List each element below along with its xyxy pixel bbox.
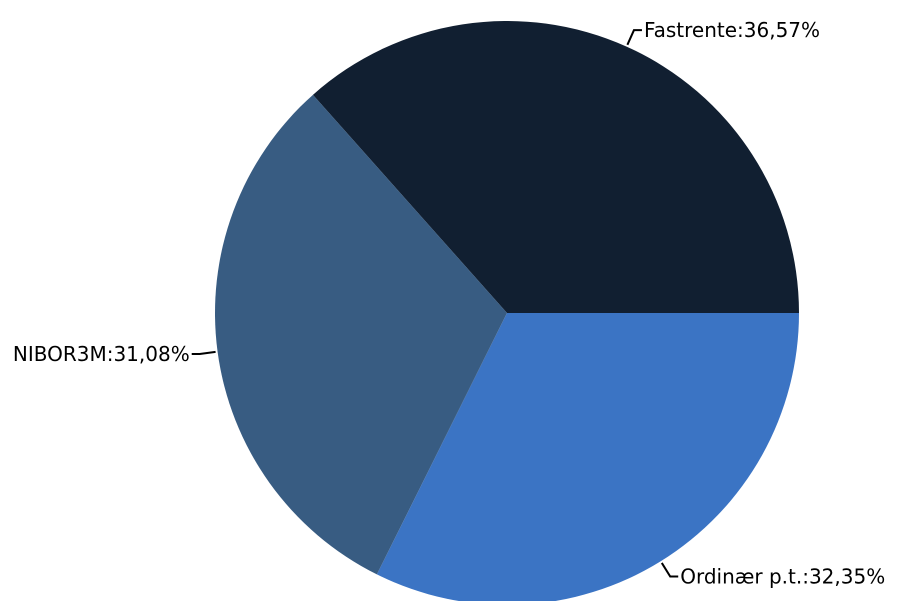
leader-fastrente (626, 29, 642, 46)
slice-label-nibor3m: NIBOR3M:31,08% (13, 342, 190, 366)
leader-nibor3m (191, 350, 216, 355)
slice-label-ordinaer: Ordinær p.t.:32,35% (680, 565, 885, 589)
slice-fastrente (312, 20, 799, 314)
pie-leader-lines (191, 29, 679, 578)
pie-slices (215, 20, 799, 601)
pie-labels: Fastrente:36,57% Ordinær p.t.:32,35% NIB… (13, 18, 885, 588)
slice-ordinaer (376, 313, 799, 601)
slice-label-fastrente: Fastrente:36,57% (644, 18, 820, 42)
leader-ordinaer (660, 562, 679, 578)
slice-nibor3m (215, 94, 507, 575)
